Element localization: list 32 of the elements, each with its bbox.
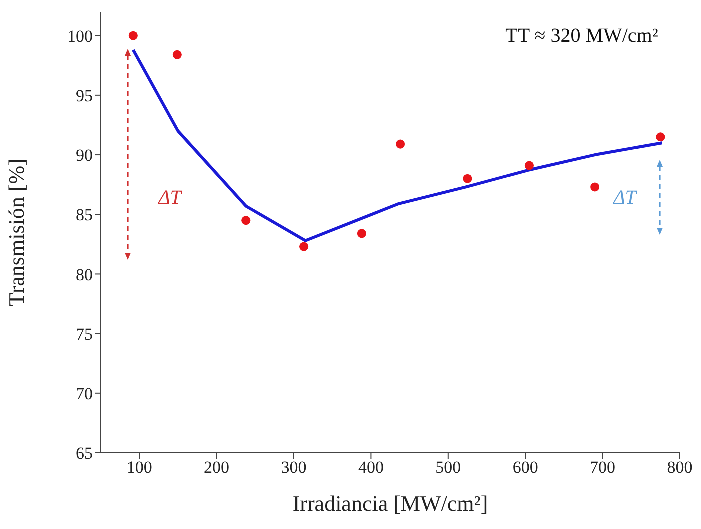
x-tick-label: 100	[126, 458, 152, 478]
point	[396, 140, 406, 149]
y-tick-label: 100	[68, 26, 93, 46]
point	[242, 216, 251, 226]
x-tick-label: 200	[204, 458, 230, 478]
x-tick-label: 700	[590, 458, 616, 478]
point	[524, 161, 534, 170]
x-tick-label: 300	[281, 458, 307, 478]
x-tick-label: 400	[358, 458, 384, 478]
line-series	[132, 48, 664, 242]
x-axis-title: Irradiancia [MW/cm²]	[292, 491, 488, 516]
point	[172, 50, 182, 60]
point	[357, 229, 366, 238]
x-tick-label: 600	[512, 458, 538, 478]
y-tick-label: 70	[76, 384, 93, 404]
point	[590, 182, 600, 192]
x-tick-label: 500	[436, 458, 462, 478]
y-tick-label: 85	[76, 206, 93, 225]
annotation: ΔT	[612, 187, 638, 209]
y-tick-label: 65	[76, 444, 93, 464]
point	[300, 242, 309, 252]
y-tick-label: 95	[76, 86, 93, 106]
annotation: TT ≈ 320 MW/cm²	[506, 25, 658, 47]
y-tick-label: 90	[76, 146, 93, 166]
y-axis-title: Transmisión [%]	[4, 158, 29, 306]
point	[463, 174, 472, 184]
annotation: ΔT	[158, 187, 184, 209]
point	[656, 132, 666, 142]
x-tick-label: 800	[667, 458, 693, 478]
y-tick-label: 75	[76, 324, 93, 344]
y-tick-label: 80	[76, 265, 93, 284]
point	[128, 31, 138, 40]
